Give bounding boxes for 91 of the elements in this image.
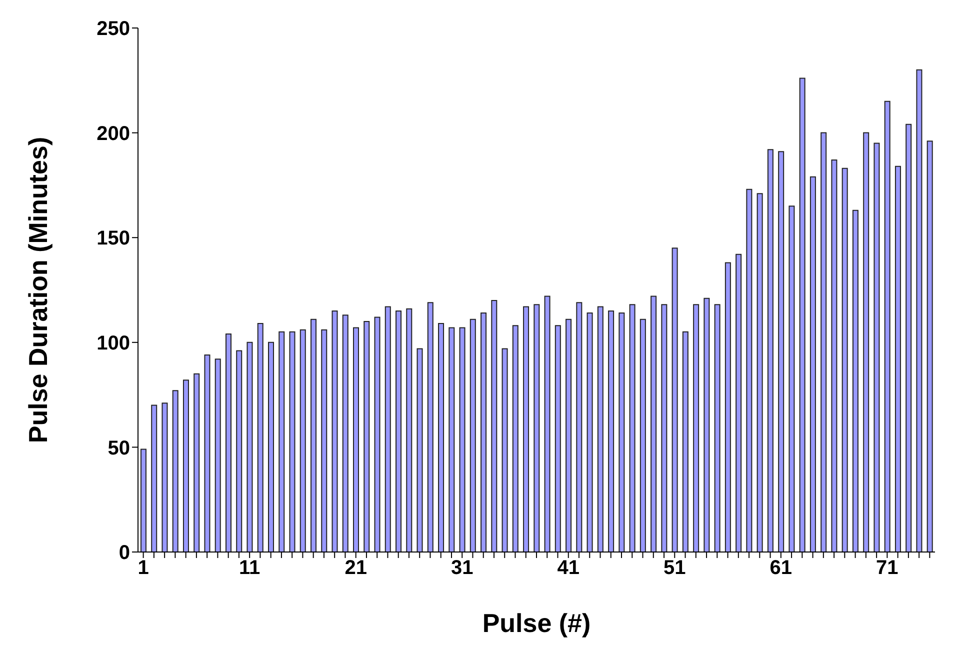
bar	[566, 318, 572, 552]
bar	[650, 296, 657, 552]
x-tick-label: 1	[138, 557, 149, 580]
bar	[406, 308, 412, 552]
x-tick-label: 21	[344, 557, 367, 580]
y-tick-label: 150	[96, 228, 130, 250]
bar	[736, 254, 742, 552]
bar	[353, 327, 360, 552]
bar	[916, 69, 922, 552]
bar	[427, 302, 434, 552]
x-tick-label: 61	[770, 557, 792, 580]
bar	[640, 318, 646, 552]
y-axis-title: Pulse Duration (Minutes)	[23, 136, 54, 444]
bar	[618, 312, 625, 552]
bar	[746, 188, 752, 552]
bar	[597, 306, 604, 552]
bar	[257, 323, 264, 552]
bar	[576, 302, 582, 552]
bar	[629, 304, 636, 552]
bar	[682, 331, 688, 552]
bar	[459, 327, 466, 552]
bar	[278, 331, 285, 552]
bar	[693, 304, 700, 552]
bar	[225, 334, 232, 552]
bar	[554, 325, 561, 552]
bar	[704, 298, 710, 552]
bar	[926, 140, 933, 552]
bar	[523, 306, 530, 552]
bar	[512, 325, 518, 552]
bar	[831, 160, 838, 552]
bar	[724, 262, 731, 552]
x-tick-label: 11	[239, 557, 260, 580]
x-axis-title: Pulse (#)	[482, 608, 591, 638]
bar	[310, 318, 316, 552]
bar	[300, 329, 306, 552]
bar	[448, 327, 455, 552]
bar	[788, 206, 795, 552]
bar	[714, 304, 720, 552]
bar	[608, 310, 614, 552]
bar	[332, 310, 338, 552]
bar	[884, 100, 890, 552]
bar	[321, 329, 328, 552]
y-tick-label: 250	[96, 18, 130, 40]
bar	[268, 342, 274, 552]
bar	[863, 132, 870, 552]
bar	[756, 193, 763, 552]
bar	[416, 348, 423, 552]
y-tick-label: 200	[96, 122, 130, 145]
bar	[374, 316, 380, 552]
bar	[544, 296, 550, 552]
y-tick-label: 0	[118, 542, 130, 564]
bar	[204, 354, 210, 552]
bar	[661, 304, 668, 552]
bar	[246, 342, 253, 552]
bar	[182, 380, 189, 552]
bar	[842, 168, 848, 552]
x-tick-label: 31	[450, 557, 474, 580]
x-tick-label: 51	[664, 557, 686, 580]
bar	[874, 142, 880, 552]
bar	[906, 124, 912, 552]
bar	[672, 248, 678, 552]
bar	[894, 166, 901, 552]
bar	[396, 310, 402, 552]
bar	[767, 149, 774, 552]
bar	[799, 78, 806, 552]
bar	[586, 312, 593, 552]
bar	[438, 323, 444, 552]
x-tick-label: 71	[876, 557, 898, 580]
bar	[342, 314, 348, 552]
bar	[194, 373, 200, 552]
bar	[852, 210, 858, 552]
y-tick-label: 50	[108, 437, 130, 460]
bar	[140, 448, 146, 552]
bar	[214, 358, 221, 552]
bar	[236, 350, 242, 552]
bar	[384, 306, 391, 552]
bar	[534, 304, 540, 552]
bar	[810, 176, 816, 552]
y-tick-label: 100	[96, 332, 130, 354]
bar	[289, 331, 296, 552]
bar	[151, 404, 158, 552]
bar	[820, 132, 827, 552]
bar	[470, 318, 476, 552]
x-tick-label: 41	[557, 557, 580, 580]
bar	[491, 300, 498, 552]
bar	[172, 390, 178, 552]
bar	[502, 348, 508, 552]
bar	[364, 320, 370, 552]
bar	[778, 151, 784, 552]
bar	[162, 402, 168, 552]
bar	[480, 312, 487, 552]
